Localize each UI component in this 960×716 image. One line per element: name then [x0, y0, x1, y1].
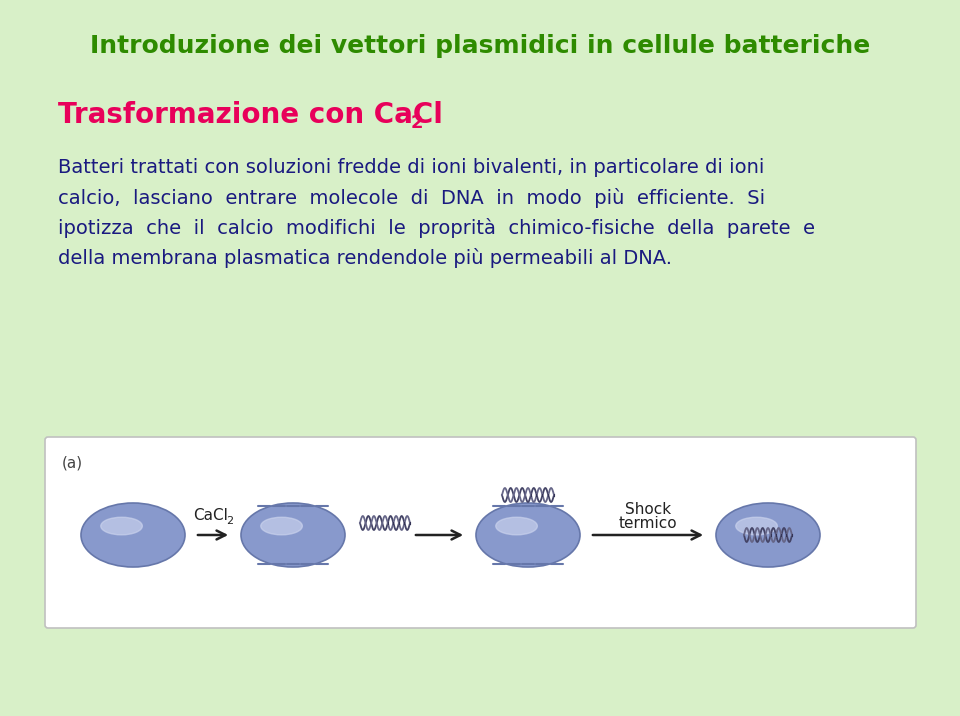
- Text: ipotizza  che  il  calcio  modifichi  le  proprità  chimico-fisiche  della  pare: ipotizza che il calcio modifichi le prop…: [58, 218, 815, 238]
- Ellipse shape: [81, 503, 185, 567]
- Ellipse shape: [716, 503, 820, 567]
- Text: CaCl: CaCl: [194, 508, 228, 523]
- FancyBboxPatch shape: [45, 437, 916, 628]
- Ellipse shape: [495, 517, 538, 535]
- Ellipse shape: [735, 517, 778, 535]
- Text: calcio,  lasciano  entrare  molecole  di  DNA  in  modo  più  efficiente.  Si: calcio, lasciano entrare molecole di DNA…: [58, 188, 765, 208]
- Text: Shock: Shock: [625, 501, 671, 516]
- Ellipse shape: [241, 503, 345, 567]
- Text: termico: termico: [618, 516, 678, 531]
- Text: 2: 2: [227, 516, 233, 526]
- Text: Introduzione dei vettori plasmidici in cellule batteriche: Introduzione dei vettori plasmidici in c…: [90, 34, 870, 58]
- Text: Batteri trattati con soluzioni fredde di ioni bivalenti, in particolare di ioni: Batteri trattati con soluzioni fredde di…: [58, 158, 764, 177]
- Text: della membrana plasmatica rendendole più permeabili al DNA.: della membrana plasmatica rendendole più…: [58, 248, 672, 268]
- Text: Trasformazione con CaCl: Trasformazione con CaCl: [58, 101, 443, 129]
- Text: 2: 2: [411, 114, 423, 132]
- Ellipse shape: [261, 517, 302, 535]
- Ellipse shape: [101, 517, 142, 535]
- Text: (a): (a): [62, 456, 84, 471]
- Ellipse shape: [476, 503, 580, 567]
